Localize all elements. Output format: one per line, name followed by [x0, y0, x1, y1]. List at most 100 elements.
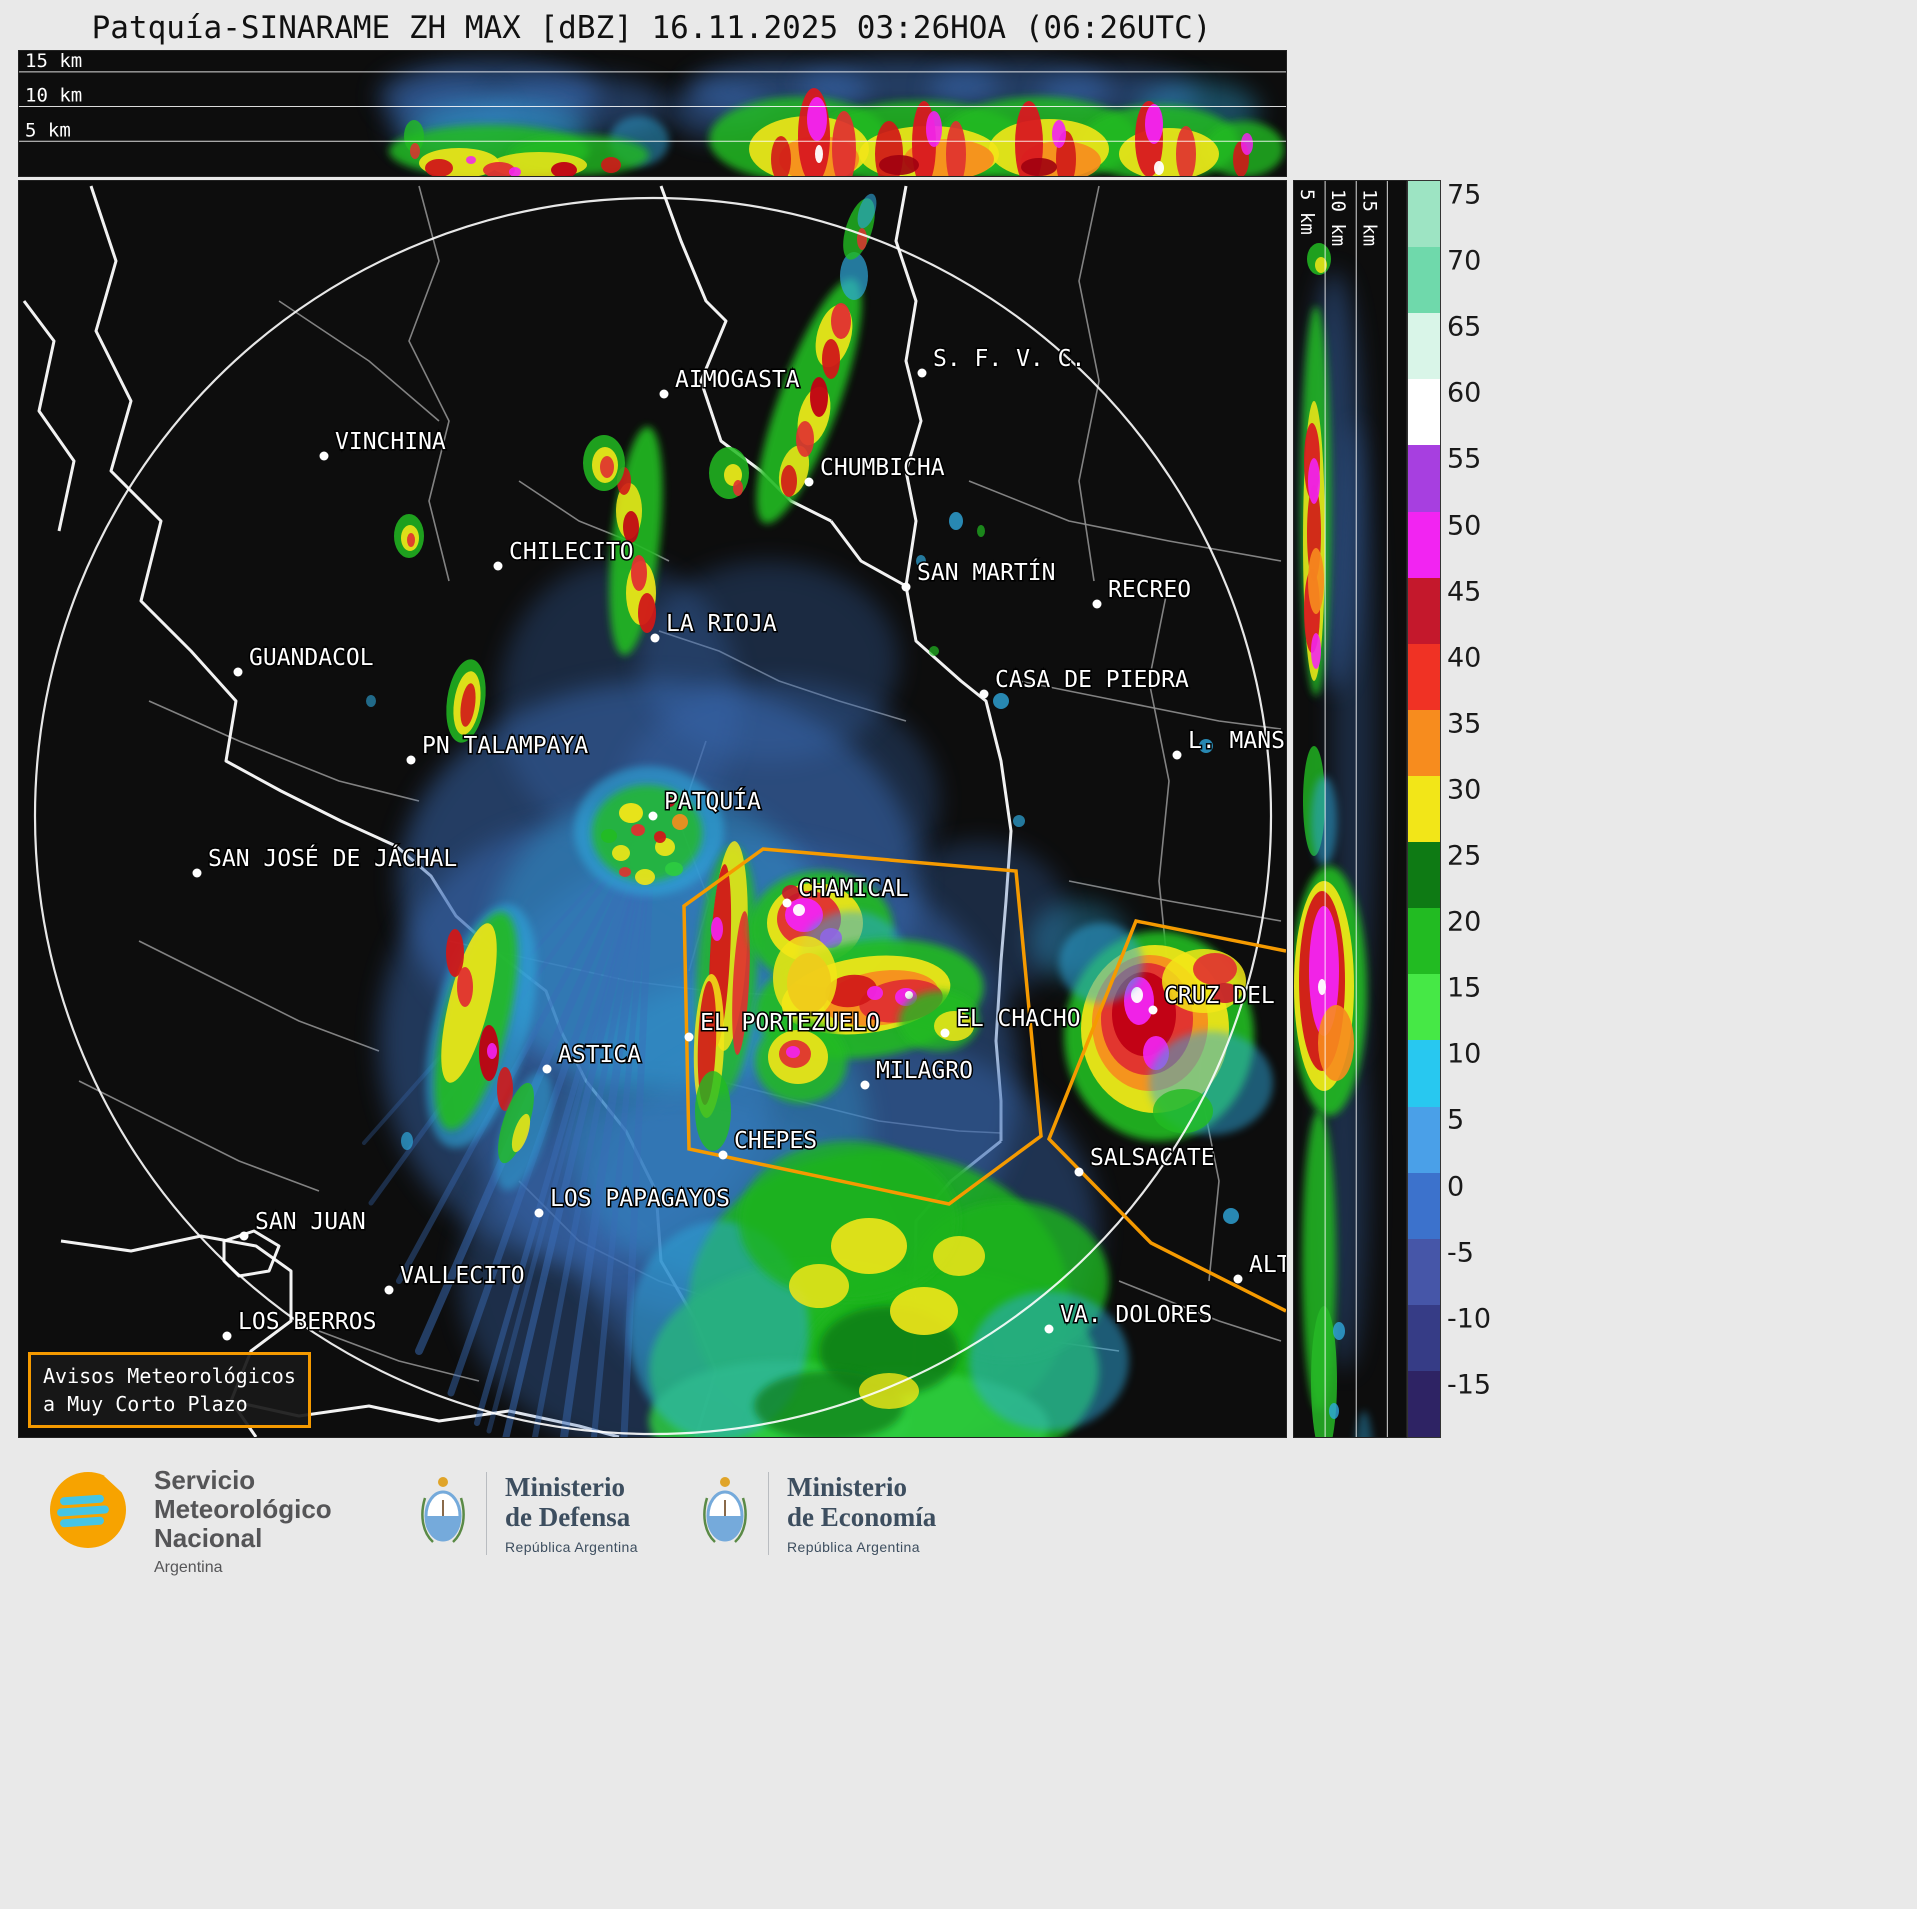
profile-echoes: [1294, 243, 1376, 1437]
city-dot: [1233, 1274, 1243, 1284]
defensa-line2: de Defensa: [505, 1502, 631, 1532]
city-dot: [860, 1080, 870, 1090]
city-label: LA RIOJA: [666, 611, 777, 637]
city-label: VINCHINA: [335, 429, 446, 455]
colorbar-cell: [1408, 511, 1440, 578]
colorbar-cell: [1408, 577, 1440, 644]
city-label: RECREO: [1108, 577, 1191, 603]
right-cross-section-plot: 5 km 10 km 15 km: [1294, 181, 1388, 1437]
colorbar-tick: 55: [1447, 443, 1482, 475]
defensa-line1: Ministerio: [505, 1472, 625, 1502]
ministry-economia-block: Ministerio de Economía República Argenti…: [700, 1472, 936, 1555]
city-label: SAN JOSÉ DE JÁCHAL: [208, 844, 457, 872]
city-dot: [534, 1208, 544, 1218]
colorbar-tick: -10: [1447, 1303, 1492, 1335]
colorbar-cell: [1408, 1370, 1440, 1438]
city-dot: [648, 811, 658, 821]
colorbar-tick: 35: [1447, 708, 1482, 740]
smn-line2: Meteorológico: [154, 1494, 332, 1524]
colorbar-tick: 25: [1447, 840, 1482, 872]
smn-logo-block: Servicio Meteorológico Nacional Argentin…: [46, 1466, 332, 1577]
city-label: VALLECITO: [400, 1263, 525, 1289]
footer-logos: Servicio Meteorológico Nacional Argentin…: [0, 1458, 1917, 1638]
city-label: GUANDACOL: [249, 645, 374, 671]
city-dot: [384, 1285, 394, 1295]
city-label: AIMOGASTA: [675, 367, 800, 393]
smn-line1: Servicio: [154, 1465, 256, 1495]
city-dot: [1092, 599, 1102, 609]
radar-map-plot: AIMOGASTA S. F. V. C. VINCHINA CHUMBICHA CHI…: [22, 185, 1286, 1437]
city-label: SALSACATE: [1090, 1145, 1215, 1171]
city-label: CHEPES: [734, 1128, 817, 1154]
colorbar-cell: [1408, 247, 1440, 314]
city-label: ALT: [1249, 1252, 1286, 1278]
colorbar-cell: [1408, 1172, 1440, 1239]
colorbar-cell: [1408, 908, 1440, 975]
colorbar-tick: 10: [1447, 1038, 1482, 1070]
city-label: EL CHACHO: [956, 1006, 1081, 1032]
warning-polygons: [682, 847, 1286, 1313]
colorbar-cell: [1408, 1040, 1440, 1107]
colorbar-cell: [1408, 1304, 1440, 1371]
city-dot: [917, 368, 927, 378]
colorbar-cell: [1408, 1106, 1440, 1173]
height-label: 5 km: [1296, 189, 1318, 235]
city-label: PN TALAMPAYA: [422, 733, 588, 759]
right-cross-section-panel: 5 km 10 km 15 km: [1293, 180, 1407, 1438]
warning-box: Avisos Meteorológicos a Muy Corto Plazo: [28, 1352, 311, 1428]
colorbar-tick: 60: [1447, 377, 1482, 409]
colorbar-cell: [1408, 775, 1440, 843]
city-dot: [1074, 1167, 1084, 1177]
colorbar-cell: [1408, 709, 1440, 776]
city-dot: [650, 633, 660, 643]
colorbar-tick: 0: [1447, 1171, 1465, 1203]
colorbar-tick: 30: [1447, 774, 1482, 806]
city-label: EL PORTEZUELO: [700, 1010, 880, 1036]
city-dot: [979, 689, 989, 699]
colorbar-cell: [1408, 313, 1440, 380]
city-dot: [1172, 750, 1182, 760]
top-cross-section-plot: 15 km 10 km 5 km: [19, 51, 1286, 176]
city-dot: [940, 1028, 950, 1038]
city-label: PATQUÍA: [664, 787, 761, 815]
height-label: 10 km: [1327, 189, 1349, 246]
city-label: CHUMBICHA: [820, 455, 945, 481]
smn-country: Argentina: [154, 1559, 223, 1576]
city-dot: [782, 898, 792, 908]
city-label: SAN MARTÍN: [917, 558, 1055, 586]
warning-box-line2: a Muy Corto Plazo: [43, 1392, 248, 1416]
colorbar-cell: [1408, 643, 1440, 710]
height-label: 10 km: [25, 85, 82, 107]
city-markers: AIMOGASTA S. F. V. C. VINCHINA CHUMBICHA CHI…: [192, 345, 1286, 1341]
colorbar-tick: 50: [1447, 510, 1482, 542]
city-label: S. F. V. C.: [933, 346, 1085, 372]
height-label: 15 km: [25, 51, 82, 72]
colorbar-tick: 75: [1447, 179, 1482, 211]
smn-wordmark: Servicio Meteorológico Nacional Argentin…: [154, 1466, 332, 1577]
colorbar-cell: [1408, 379, 1440, 446]
height-label: 15 km: [1358, 189, 1380, 246]
city-label: L. MANS: [1188, 728, 1285, 754]
colorbar-tick: 70: [1447, 245, 1482, 277]
colorbar-tick: 45: [1447, 576, 1482, 608]
city-dot: [684, 1032, 694, 1042]
main-radar-map: AIMOGASTA S. F. V. C. VINCHINA CHUMBICHA CHI…: [18, 180, 1287, 1438]
colorbar-cell: [1408, 842, 1440, 909]
coat-of-arms-icon: [421, 1477, 465, 1543]
height-grid: 5 km 10 km 15 km: [1296, 181, 1388, 1437]
colorbar-tick: 15: [1447, 972, 1482, 1004]
colorbar-cell: [1408, 1238, 1440, 1305]
height-grid: 15 km 10 km 5 km: [19, 51, 1286, 142]
ministry-economia-wordmark: Ministerio de Economía República Argenti…: [768, 1472, 936, 1555]
echo-cells-layer: [366, 193, 1273, 1437]
city-dot: [406, 755, 416, 765]
city-dot: [493, 561, 503, 571]
city-dot: [1044, 1324, 1054, 1334]
city-label: SAN JUAN: [255, 1209, 366, 1235]
colorbar-tick-labels: 75 70 65 60 55 50 45 40 35 30 25 20 15 10 5 0 -5 -10 -15: [1447, 180, 1517, 1436]
city-dot: [319, 451, 329, 461]
city-label: CHAMICAL: [798, 876, 909, 902]
city-dot: [804, 477, 814, 487]
city-label: CASA DE PIEDRA: [995, 667, 1189, 693]
colorbar-cell: [1408, 445, 1440, 512]
